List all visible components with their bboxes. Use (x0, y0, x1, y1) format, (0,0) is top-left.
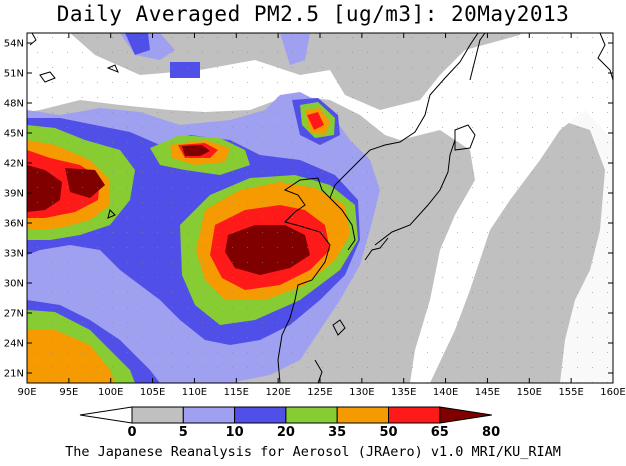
lat-label: 27N (4, 309, 24, 320)
colorbar-swatch (234, 406, 287, 424)
longitude-labels: 90E 95E 100E 105E 110E 115E 120E 125E 130E 135E 14… (17, 387, 625, 398)
lat-label: 54N (4, 39, 24, 50)
lon-label: 145E (475, 387, 500, 398)
colorbar-swatch-high (439, 406, 492, 424)
colorbar-label: 35 (328, 425, 346, 440)
lon-label: 115E (224, 387, 249, 398)
colorbar-label: 80 (482, 425, 500, 440)
lon-label: 150E (517, 387, 542, 398)
lat-label: 21N (4, 369, 24, 380)
tick-marks (26, 33, 614, 383)
lat-label: 30N (4, 279, 24, 290)
colorbar-swatch (285, 406, 338, 424)
lat-label: 51N (4, 69, 24, 80)
lon-label: 110E (182, 387, 207, 398)
lat-label: 39N (4, 189, 24, 200)
lat-label: 33N (4, 249, 24, 260)
colorbar-label: 10 (226, 425, 244, 440)
lat-label: 36N (4, 219, 24, 230)
lon-label: 130E (349, 387, 374, 398)
colorbar-swatch-low (79, 406, 133, 424)
lon-label: 95E (59, 387, 78, 398)
lat-label: 24N (4, 339, 24, 350)
colorbar-label: 20 (277, 425, 295, 440)
colorbar-label: 0 (127, 425, 136, 440)
colorbar-swatch (131, 406, 184, 424)
lon-label: 120E (265, 387, 290, 398)
lon-label: 160E (600, 387, 625, 398)
colorbar-label: 50 (379, 425, 397, 440)
lon-label: 135E (391, 387, 416, 398)
lat-label: 42N (4, 159, 24, 170)
colorbar-swatch (388, 406, 441, 424)
colorbar-label: 5 (179, 425, 188, 440)
colorbar: 0 5 10 20 35 50 65 80 (79, 406, 500, 440)
latitude-labels: 54N 51N 48N 45N 42N 39N 36N 33N 30N 27N 24N 21N (4, 39, 24, 380)
lat-label: 45N (4, 129, 24, 140)
map-title: Daily Averaged PM2.5 [ug/m3]: 20May2013 (56, 2, 570, 26)
credit-line: The Japanese Reanalysis for Aerosol (JRA… (65, 444, 561, 460)
lon-label: 100E (98, 387, 123, 398)
lon-label: 155E (558, 387, 583, 398)
lon-label: 140E (433, 387, 458, 398)
lon-label: 125E (307, 387, 332, 398)
lon-label: 105E (140, 387, 165, 398)
colorbar-swatch (182, 406, 236, 424)
lat-label: 48N (4, 99, 24, 110)
colorbar-label: 65 (431, 425, 449, 440)
lon-label: 90E (17, 387, 36, 398)
colorbar-swatch (336, 406, 390, 424)
